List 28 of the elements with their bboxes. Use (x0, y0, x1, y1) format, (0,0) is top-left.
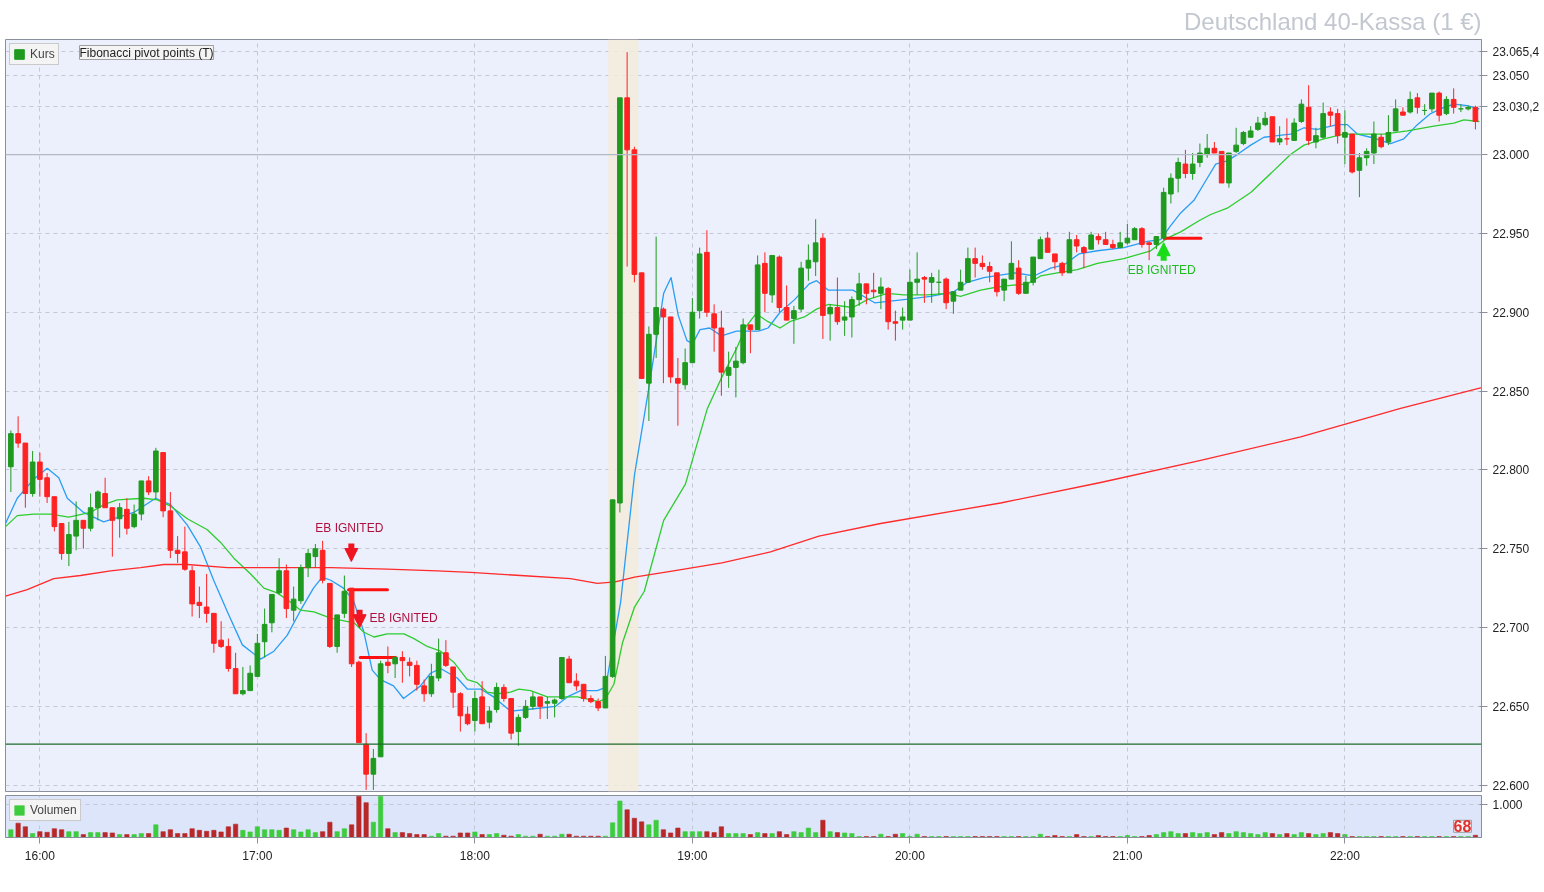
annotation: EB IGNITED (1127, 262, 1196, 277)
y-tick-label: 23.000 (1492, 148, 1530, 163)
y-tick-label: 22.850 (1492, 384, 1530, 399)
x-tick-label: 22:00 (1329, 848, 1361, 863)
y-tick-label: 23.050 (1492, 69, 1530, 84)
x-tick-label: 17:00 (242, 848, 273, 863)
y-tick-label: 22.600 (1492, 778, 1530, 793)
x-tick-label: 16:00 (24, 848, 56, 863)
y-tick-label: 22.800 (1492, 463, 1530, 478)
y-tick-label: 23.030,2 (1492, 100, 1540, 115)
data-label: 68 (1453, 818, 1472, 836)
y-tick-label: 22.750 (1492, 542, 1530, 557)
annotation: Fibonacci pivot points (T) (79, 45, 214, 60)
annotation: EB IGNITED (369, 611, 438, 626)
y-tick-label: 22.700 (1492, 621, 1530, 636)
legend-label: Kurs (30, 47, 55, 61)
x-tick-label: 21:00 (1112, 848, 1143, 863)
chart-title: Deutschland 40-Kassa (1 €) (1184, 7, 1482, 35)
y-tick-label: 22.950 (1492, 226, 1530, 241)
x-tick-label: 20:00 (894, 848, 926, 863)
legend-label: Volumen (30, 803, 77, 817)
y-tick-label: 23.065,4 (1492, 44, 1540, 59)
annotation: EB IGNITED (315, 521, 384, 536)
x-tick-label: 19:00 (677, 848, 708, 863)
x-tick-label: 18:00 (459, 848, 491, 863)
y-tick-label: 22.900 (1492, 305, 1530, 320)
y-tick-label: 1.000 (1492, 798, 1523, 813)
y-tick-label: 22.650 (1492, 699, 1530, 714)
